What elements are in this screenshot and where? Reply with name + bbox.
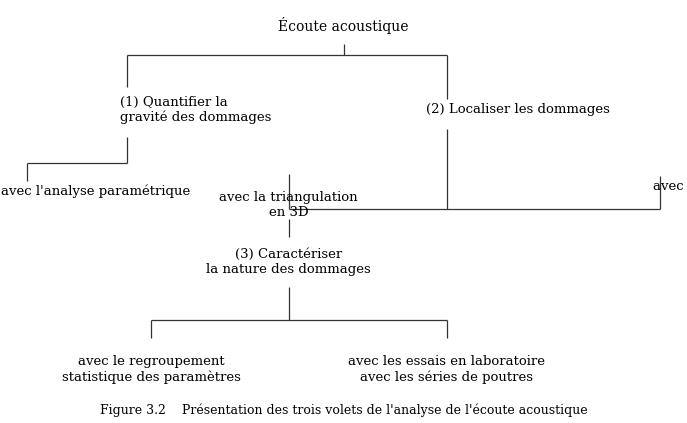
Text: Écoute acoustique: Écoute acoustique <box>278 17 409 34</box>
Text: avec la triangulation
en 3D: avec la triangulation en 3D <box>219 191 358 219</box>
Text: (2) Localiser les dommages: (2) Localiser les dommages <box>426 104 610 116</box>
Text: avec le Moment Ten: avec le Moment Ten <box>653 180 687 192</box>
Text: (3) Caractériser
la nature des dommages: (3) Caractériser la nature des dommages <box>206 248 371 276</box>
Text: Figure 3.2    Présentation des trois volets de l'analyse de l'écoute acoustique: Figure 3.2 Présentation des trois volets… <box>100 403 587 417</box>
Text: avec les essais en laboratoire
avec les séries de poutres: avec les essais en laboratoire avec les … <box>348 355 545 384</box>
Text: (1) Quantifier la
gravité des dommages: (1) Quantifier la gravité des dommages <box>120 96 271 124</box>
Text: avec l'analyse paramétrique: avec l'analyse paramétrique <box>1 184 190 198</box>
Text: avec le regroupement
statistique des paramètres: avec le regroupement statistique des par… <box>62 355 240 384</box>
